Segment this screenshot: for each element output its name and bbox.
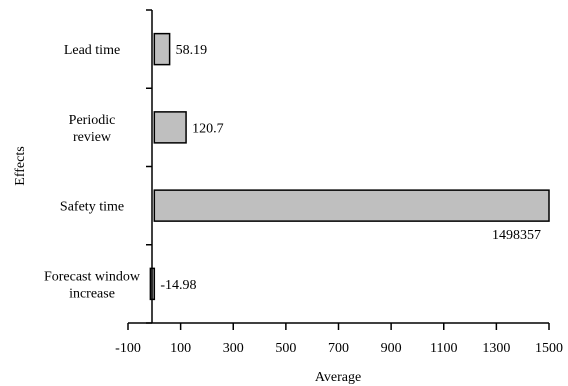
x-axis-title: Average [315, 370, 361, 385]
category-label-line: increase [69, 286, 115, 301]
value-label-3: -14.98 [160, 278, 196, 293]
x-tick-label: -100 [115, 341, 141, 356]
bars-group [149, 32, 550, 301]
category-label-line: Periodic [69, 113, 116, 128]
y-axis-title: Effects [13, 146, 28, 185]
category-label-0: Lead time [64, 43, 120, 58]
bar-1 [153, 111, 187, 144]
x-tick-label: 300 [223, 341, 244, 356]
x-tick-label: 500 [275, 341, 296, 356]
value-label-0: 58.19 [176, 43, 208, 58]
x-tick-label: 700 [328, 341, 349, 356]
value-label-1: 120.7 [192, 121, 224, 136]
bar-2 [153, 189, 550, 222]
x-tick-label: 1500 [535, 341, 563, 356]
category-label-line: review [73, 130, 112, 145]
x-tick-label: 900 [381, 341, 402, 356]
category-labels: Lead time Periodic review Safety time Foreca… [44, 43, 141, 301]
bar-0 [153, 32, 171, 66]
category-label-3: Forecast window increase [44, 269, 141, 301]
x-axis-ticks: -100 100 300 500 700 900 1100 1300 1500 [115, 323, 563, 356]
category-label-line: Safety time [60, 200, 124, 215]
x-tick-label: 100 [170, 341, 191, 356]
category-label-line: Lead time [64, 43, 120, 58]
y-axis-ticks [146, 9, 152, 324]
category-label-2: Safety time [60, 200, 124, 215]
category-label-line: Forecast window [44, 269, 141, 284]
value-labels: 58.19 120.7 1498357 -14.98 [160, 43, 541, 293]
x-tick-label: 1100 [430, 341, 457, 356]
category-label-1: Periodic review [69, 113, 116, 145]
x-tick-label: 1300 [482, 341, 510, 356]
value-label-2: 1498357 [492, 228, 541, 243]
